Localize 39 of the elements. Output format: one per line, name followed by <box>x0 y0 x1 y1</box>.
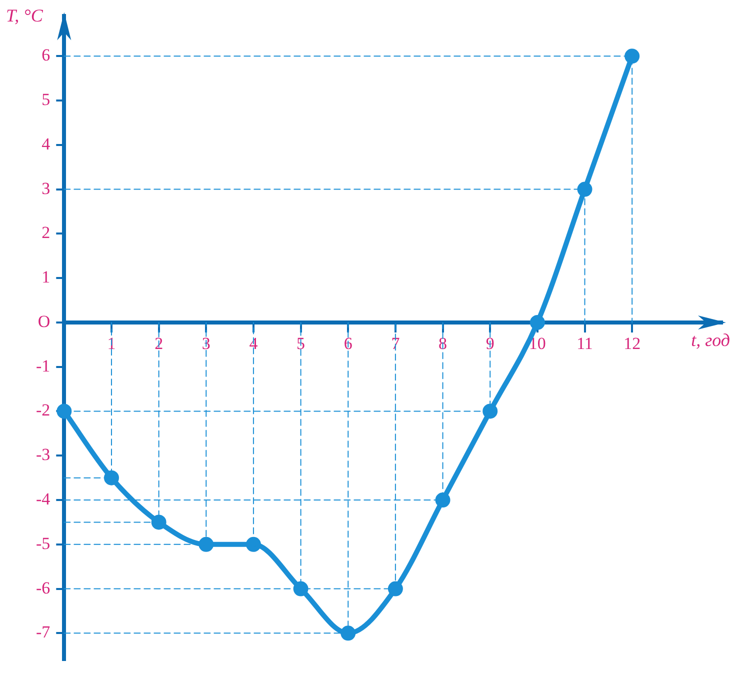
x-tick-label: 2 <box>154 334 164 354</box>
point <box>151 514 166 530</box>
point <box>104 470 119 486</box>
point <box>293 581 308 596</box>
point <box>56 404 72 419</box>
x-axis-title: t, год <box>691 330 730 350</box>
point <box>577 182 592 197</box>
x-tick-label: 4 <box>249 334 258 354</box>
point <box>624 48 640 64</box>
y-tick-label: 1 <box>42 268 50 287</box>
x-tick-label: 9 <box>486 334 494 354</box>
y-tick-label: 4 <box>42 134 51 154</box>
x-tick-label: 3 <box>202 334 210 354</box>
point <box>388 581 403 596</box>
y-axis-title: T, °C <box>6 6 44 26</box>
y-tick-label: 2 <box>42 223 50 242</box>
point <box>198 536 214 552</box>
y-tick-label: 6 <box>42 46 50 65</box>
y-tick-label: O <box>38 312 50 331</box>
y-tick-label: -7 <box>36 622 51 642</box>
x-tick-label: 10 <box>528 334 546 354</box>
y-tick-label: -1 <box>36 356 50 376</box>
point <box>482 404 498 419</box>
y-tick-label: -2 <box>36 400 50 420</box>
x-tick-label: 5 <box>296 334 306 354</box>
x-tick-label: 6 <box>344 334 352 354</box>
point <box>530 314 545 330</box>
y-tick-label: -3 <box>36 445 50 464</box>
x-tick-label: 11 <box>576 334 593 354</box>
point <box>340 626 356 641</box>
y-tick-label: 5 <box>42 90 50 110</box>
x-tick-label: 8 <box>438 334 448 354</box>
y-tick-label: -6 <box>36 578 50 598</box>
y-tick-label: -4 <box>36 489 51 508</box>
point <box>246 536 261 552</box>
y-tick-label: -5 <box>36 534 50 553</box>
y-tick-label: 3 <box>42 178 50 198</box>
x-tick-label: 12 <box>624 334 641 354</box>
point <box>435 492 450 508</box>
